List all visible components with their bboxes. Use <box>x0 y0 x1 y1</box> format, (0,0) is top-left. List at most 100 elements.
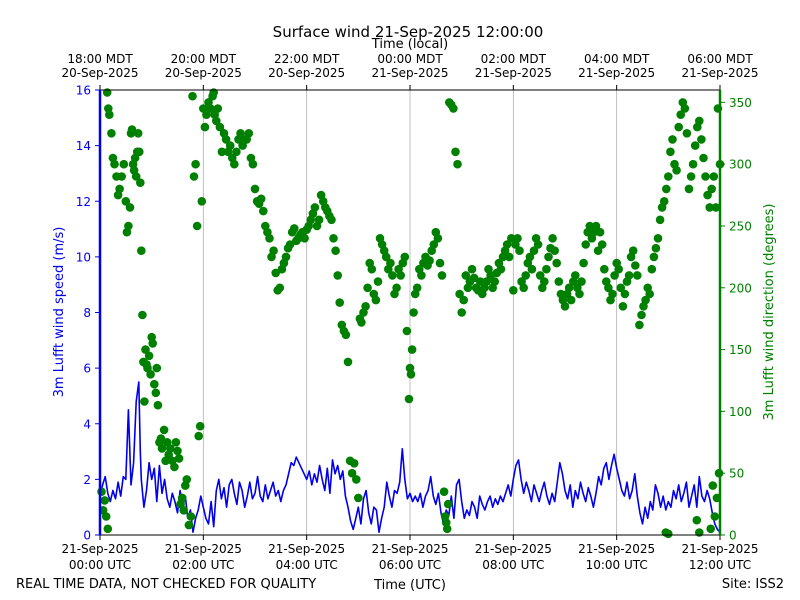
right-tick-label: 200 <box>729 281 752 295</box>
wind-direction-point <box>117 172 126 181</box>
wind-direction-point <box>469 273 479 283</box>
wind-direction-point <box>137 246 146 255</box>
wind-direction-point <box>548 234 557 243</box>
top-tick-date: 20-Sep-2025 <box>268 66 345 80</box>
wind-direction-point <box>417 271 426 280</box>
wind-direction-point <box>575 289 584 299</box>
wind-direction-point <box>300 234 309 243</box>
wind-direction-point <box>213 104 223 113</box>
top-tick-time: 02:00 MDT <box>481 52 547 66</box>
wind-direction-point <box>455 289 464 299</box>
wind-speed-series-line <box>99 381 721 534</box>
wind-direction-point <box>133 129 143 138</box>
wind-direction-point <box>433 234 443 243</box>
site-label: Site: ISS2 <box>722 577 784 592</box>
bottom-tick-time: 06:00 UTC <box>379 558 441 572</box>
wind-direction-point <box>381 252 391 262</box>
wind-direction-point <box>329 234 338 243</box>
wind-direction-point <box>579 258 588 268</box>
wind-direction-point <box>333 271 343 280</box>
wind-direction-point <box>357 318 366 327</box>
wind-direction-point <box>515 246 524 255</box>
wind-direction-point <box>367 264 377 274</box>
top-tick-time: 18:00 MDT <box>67 52 133 66</box>
wind-direction-point <box>310 203 320 212</box>
bottom-tick-date: 21-Sep-2025 <box>61 542 138 556</box>
wind-direction-point <box>552 258 561 268</box>
wind-direction-point <box>341 330 351 340</box>
wind-direction-point <box>131 172 141 181</box>
wind-direction-point <box>373 277 383 286</box>
wind-direction-point <box>525 252 535 262</box>
wind-direction-point <box>509 286 518 295</box>
top-tick-time: 22:00 MDT <box>274 52 340 66</box>
wind-direction-point <box>649 252 659 262</box>
wind-direction-point <box>504 252 514 262</box>
wind-direction-point <box>354 493 363 503</box>
wind-direction-point <box>281 252 291 262</box>
wind-direction-series <box>97 88 725 539</box>
wind-direction-point <box>166 444 175 453</box>
wind-direction-point <box>119 159 129 169</box>
wind-direction-point <box>388 271 397 280</box>
wind-direction-point <box>692 515 702 525</box>
left-axis-label: 3m Lufft wind speed (m/s) <box>52 227 67 398</box>
wind-direction-point <box>107 129 116 138</box>
wind-direction-point <box>604 283 613 293</box>
wind-direction-point <box>502 240 512 249</box>
wind-direction-point <box>457 308 467 317</box>
wind-direction-point <box>566 295 576 305</box>
wind-direction-point <box>153 400 163 410</box>
wind-direction-point <box>519 283 528 293</box>
wind-direction-point <box>662 184 671 194</box>
wind-direction-point <box>595 227 605 237</box>
wind-direction-point <box>461 271 471 280</box>
wind-direction-point <box>100 496 109 505</box>
wind-direction-point <box>135 147 144 157</box>
wind-direction-point <box>275 283 285 293</box>
wind-direction-point <box>406 370 416 379</box>
wind-direction-point <box>215 122 225 132</box>
wind-direction-point <box>221 135 231 144</box>
wind-direction-point <box>194 431 203 441</box>
wind-direction-point <box>635 320 644 330</box>
wind-direction-point <box>363 283 372 293</box>
top-tick-date: 20-Sep-2025 <box>165 66 242 80</box>
wind-direction-point <box>651 243 661 253</box>
wind-direction-point <box>429 240 439 249</box>
top-tick-date: 20-Sep-2025 <box>61 66 138 80</box>
wind-direction-point <box>661 528 671 537</box>
wind-direction-point <box>706 524 715 534</box>
wind-direction-point <box>150 379 159 389</box>
wind-direction-point <box>217 147 227 157</box>
wind-direction-point <box>141 345 150 354</box>
wind-direction-point <box>476 277 485 286</box>
right-tick-label: 350 <box>729 96 752 110</box>
left-tick-label: 10 <box>76 250 91 264</box>
wind-direction-point <box>352 475 361 484</box>
wind-direction-point <box>138 310 147 320</box>
bottom-tick-date: 21-Sep-2025 <box>578 542 655 556</box>
wind-direction-point <box>152 363 162 373</box>
wind-direction-point <box>437 271 447 280</box>
wind-direction-point <box>127 125 137 134</box>
bottom-tick-time: 04:00 UTC <box>276 558 338 572</box>
wind-direction-point <box>396 271 406 280</box>
top-tick-date: 21-Sep-2025 <box>578 66 655 80</box>
wind-direction-point <box>156 434 166 443</box>
wind-direction-point <box>192 221 202 231</box>
wind-direction-point <box>647 264 657 274</box>
wind-direction-point <box>174 454 184 463</box>
wind-direction-point <box>664 172 673 181</box>
bottom-tick-time: 02:00 UTC <box>172 558 234 572</box>
wind-direction-point <box>637 310 646 320</box>
wind-direction-point <box>443 499 453 509</box>
wind-direction-point <box>236 129 245 138</box>
wind-direction-point <box>659 197 669 206</box>
wind-direction-point <box>666 147 675 157</box>
wind-direction-point <box>285 240 295 249</box>
wind-direction-point <box>290 224 299 233</box>
wind-direction-point <box>697 135 706 144</box>
wind-direction-point <box>244 129 254 138</box>
bottom-tick-date: 21-Sep-2025 <box>371 542 448 556</box>
